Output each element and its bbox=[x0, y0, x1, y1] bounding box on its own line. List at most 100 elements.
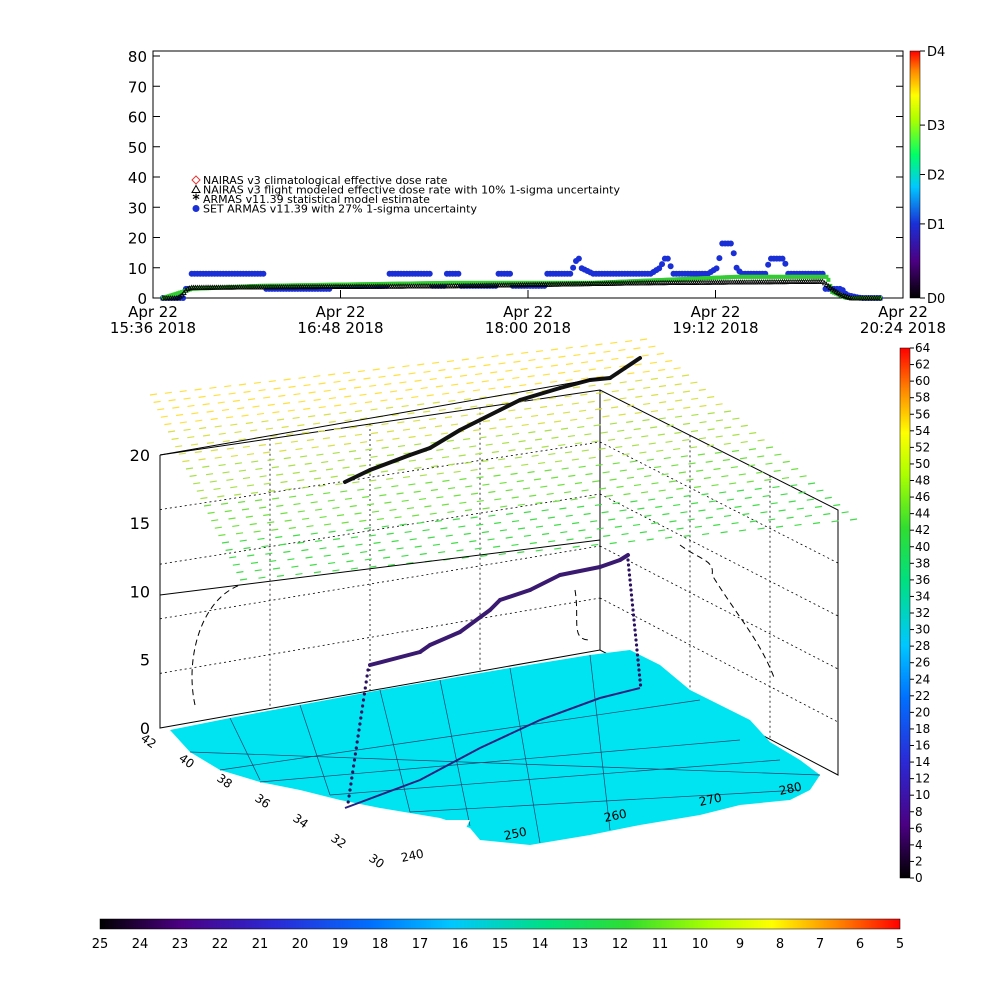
field-dash bbox=[220, 502, 229, 505]
field-dash bbox=[338, 388, 346, 391]
field-dash bbox=[292, 471, 300, 474]
field-dash bbox=[293, 393, 301, 396]
armas-point bbox=[426, 270, 433, 277]
field-dash bbox=[347, 473, 355, 477]
y-tick-label: 40 bbox=[128, 169, 147, 187]
field-dash bbox=[167, 430, 176, 433]
field-dash bbox=[757, 439, 765, 442]
field-dash bbox=[209, 386, 217, 389]
armas-point bbox=[567, 270, 574, 277]
field-dash bbox=[308, 391, 316, 394]
field-dash bbox=[659, 401, 667, 404]
field-dash bbox=[344, 419, 352, 422]
projection-line bbox=[159, 539, 601, 596]
field-dash bbox=[327, 499, 335, 502]
field-dash bbox=[303, 384, 311, 387]
field-dash bbox=[698, 388, 706, 391]
colorbar-tick-label: 32 bbox=[915, 606, 930, 620]
nairas-point bbox=[835, 289, 841, 295]
field-dash bbox=[494, 521, 502, 525]
field-dash bbox=[583, 512, 591, 516]
field-dash bbox=[688, 462, 696, 465]
descent-point bbox=[632, 623, 637, 627]
field-dash bbox=[705, 460, 713, 463]
field-dash bbox=[641, 354, 649, 357]
field-dash bbox=[337, 459, 345, 462]
field-dash bbox=[565, 362, 574, 366]
field-dash bbox=[615, 445, 623, 449]
cutoff-tick-label: 18 bbox=[372, 937, 389, 952]
field-dash bbox=[782, 460, 790, 463]
field-dash bbox=[333, 380, 341, 383]
field-dash bbox=[524, 447, 533, 450]
field-dash bbox=[306, 525, 314, 528]
field-dash bbox=[386, 477, 394, 480]
field-dash bbox=[295, 447, 303, 451]
field-dash bbox=[641, 491, 649, 494]
longitude-tick-label: 260 bbox=[603, 806, 628, 824]
field-dash bbox=[452, 518, 460, 521]
field-dash bbox=[447, 463, 455, 466]
ascent-point bbox=[364, 680, 368, 684]
field-dash bbox=[271, 466, 279, 469]
wall-grid-line bbox=[599, 441, 839, 564]
field-dash bbox=[791, 468, 799, 471]
field-dash bbox=[283, 378, 291, 381]
field-dash bbox=[383, 556, 391, 559]
field-dash bbox=[628, 540, 636, 543]
field-dash bbox=[481, 380, 489, 383]
field-dash bbox=[185, 467, 194, 470]
field-dash bbox=[402, 475, 411, 479]
field-dash bbox=[570, 418, 578, 421]
field-dash bbox=[392, 437, 400, 440]
field-dash bbox=[588, 456, 596, 459]
field-dash bbox=[359, 393, 367, 396]
colorbar-tick-label: 10 bbox=[915, 788, 930, 802]
field-dash bbox=[381, 446, 389, 449]
field-dash bbox=[432, 543, 441, 546]
field-dash bbox=[267, 489, 276, 493]
field-dash bbox=[175, 445, 183, 448]
field-dash bbox=[691, 397, 699, 400]
field-dash bbox=[625, 340, 633, 343]
field-dash bbox=[334, 404, 342, 407]
field-dash bbox=[603, 399, 611, 402]
colorbar-tick-label: 2 bbox=[915, 854, 923, 868]
armas-point bbox=[570, 264, 577, 271]
field-dash bbox=[513, 360, 521, 363]
field-dash bbox=[241, 414, 249, 417]
field-dash bbox=[491, 355, 499, 358]
field-dash bbox=[595, 343, 603, 346]
field-dash bbox=[230, 486, 238, 489]
field-dash bbox=[512, 376, 520, 380]
field-dash bbox=[447, 510, 455, 514]
field-dash bbox=[460, 414, 468, 417]
upper-flight-path-segment bbox=[623, 356, 642, 370]
longitude-tick-label: 280 bbox=[778, 779, 803, 797]
field-dash bbox=[332, 506, 340, 510]
field-dash bbox=[629, 460, 637, 463]
ascent-point bbox=[362, 692, 366, 696]
field-dash bbox=[651, 482, 659, 485]
field-dash bbox=[237, 407, 245, 410]
field-dash bbox=[379, 494, 387, 497]
latitude-tick-label: 34 bbox=[290, 811, 311, 831]
field-dash bbox=[203, 504, 212, 507]
field-dash bbox=[280, 512, 288, 515]
armas-point bbox=[713, 265, 720, 272]
field-dash bbox=[198, 458, 206, 461]
field-dash bbox=[757, 527, 765, 530]
field-dash bbox=[323, 554, 331, 557]
field-dash bbox=[339, 411, 347, 414]
ascent-point bbox=[346, 800, 350, 804]
field-dash bbox=[432, 401, 440, 404]
field-dash bbox=[261, 420, 269, 423]
field-dash bbox=[250, 491, 259, 494]
field-dash bbox=[543, 357, 551, 360]
field-dash bbox=[270, 434, 278, 438]
field-dash bbox=[442, 479, 450, 482]
field-dash bbox=[226, 416, 234, 419]
field-dash bbox=[474, 547, 482, 550]
